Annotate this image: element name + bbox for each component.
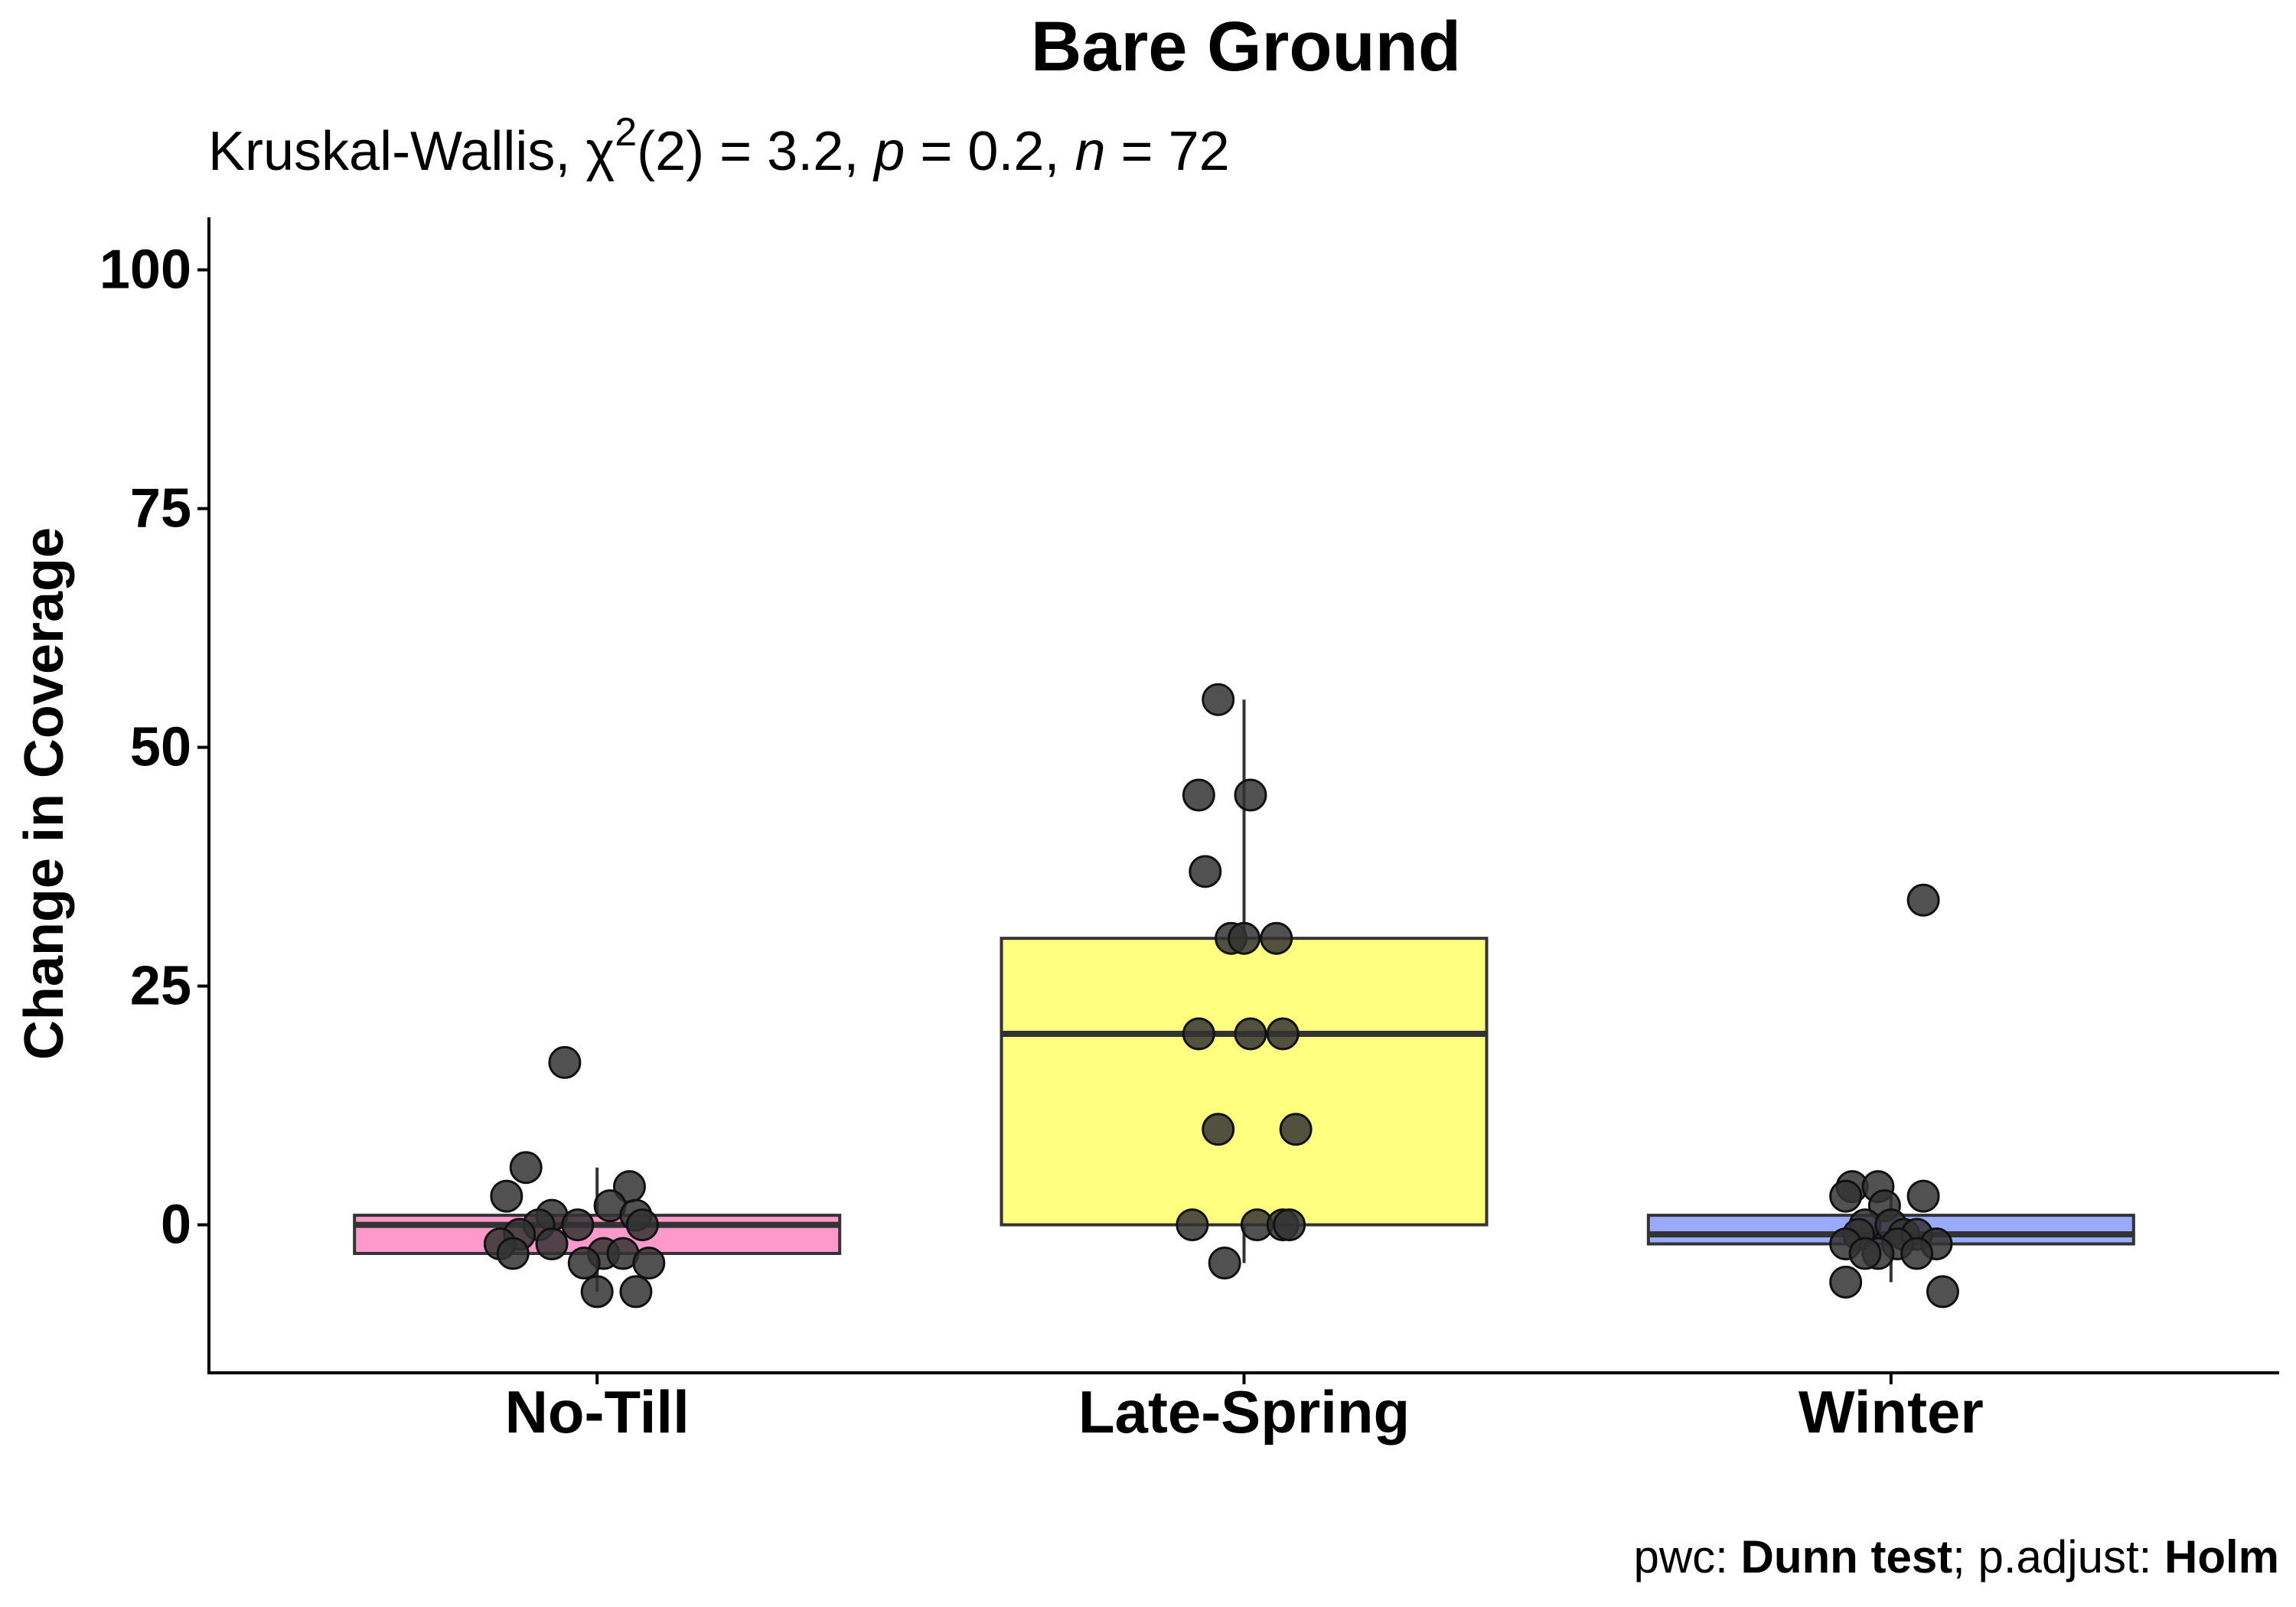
data-point xyxy=(1182,778,1215,812)
data-point xyxy=(1900,1237,1934,1270)
data-point xyxy=(1234,1017,1267,1051)
data-point xyxy=(490,1179,523,1213)
chart-title: Bare Ground xyxy=(1031,8,1461,86)
chart-caption: pwc: Dunn test; p.adjust: Holm xyxy=(1633,1531,2279,1583)
box-late-spring xyxy=(1000,937,1489,1227)
data-point xyxy=(561,1208,595,1242)
data-point xyxy=(509,1151,543,1185)
subtitle-chi-sup: 2 xyxy=(615,110,637,155)
data-point xyxy=(567,1246,601,1279)
data-point xyxy=(1926,1275,1959,1309)
y-tick-label: 25 xyxy=(130,956,191,1017)
caption-separator: ; p.adjust: xyxy=(1952,1531,2164,1583)
data-point xyxy=(1189,855,1222,888)
data-point xyxy=(535,1227,569,1261)
data-point xyxy=(1176,1208,1209,1242)
data-point xyxy=(1208,1246,1241,1279)
subtitle-chi: χ xyxy=(585,121,615,182)
y-axis-label: Change in Coverage xyxy=(14,527,75,1060)
caption-adjust-value: Holm xyxy=(2164,1531,2279,1583)
subtitle-p-value: = 0.2, xyxy=(905,121,1075,182)
caption-pwc-label: pwc: xyxy=(1633,1531,1740,1583)
subtitle-p-symbol: p xyxy=(872,121,905,182)
x-tick-label: No-Till xyxy=(505,1378,690,1446)
caption-pwc-value: Dunn test xyxy=(1741,1531,1953,1583)
data-point xyxy=(1182,1017,1215,1051)
data-point xyxy=(1829,1265,1863,1299)
chart-subtitle: Kruskal-Wallis, χ2(2) = 3.2, p = 0.2, n … xyxy=(208,110,1230,182)
data-point xyxy=(1906,1179,1940,1213)
data-point xyxy=(1260,921,1293,955)
data-point xyxy=(625,1208,659,1242)
data-point xyxy=(1202,683,1235,716)
data-point xyxy=(619,1275,653,1309)
subtitle-n-value: = 72 xyxy=(1106,121,1230,182)
y-tick-label: 100 xyxy=(99,240,191,301)
y-tick-label: 75 xyxy=(130,478,191,539)
subtitle-df: (2) = 3.2, xyxy=(637,121,874,182)
data-point xyxy=(1829,1179,1863,1213)
plot-area xyxy=(353,683,2135,1309)
data-point xyxy=(1848,1237,1882,1270)
data-point xyxy=(1906,883,1940,917)
x-tick-label: Winter xyxy=(1799,1378,1984,1446)
data-point xyxy=(632,1246,666,1279)
subtitle-n-symbol: n xyxy=(1075,121,1105,182)
data-point xyxy=(1202,1113,1235,1146)
y-tick-label: 0 xyxy=(161,1195,191,1256)
subtitle-prefix: Kruskal-Wallis, xyxy=(208,121,585,182)
data-point xyxy=(1279,1113,1313,1146)
data-point xyxy=(1266,1017,1300,1051)
data-point xyxy=(1228,921,1261,955)
data-point xyxy=(548,1045,582,1079)
data-point xyxy=(580,1275,614,1309)
data-point xyxy=(1273,1208,1306,1242)
x-tick-label: Late-Spring xyxy=(1078,1378,1410,1446)
y-tick-label: 50 xyxy=(130,717,191,778)
data-point xyxy=(1234,778,1267,812)
data-point xyxy=(496,1237,530,1270)
y-axis-ticks: 0 25 50 75 100 xyxy=(99,240,209,1256)
x-axis-ticks: No-Till Late-Spring Winter xyxy=(505,1373,1984,1446)
